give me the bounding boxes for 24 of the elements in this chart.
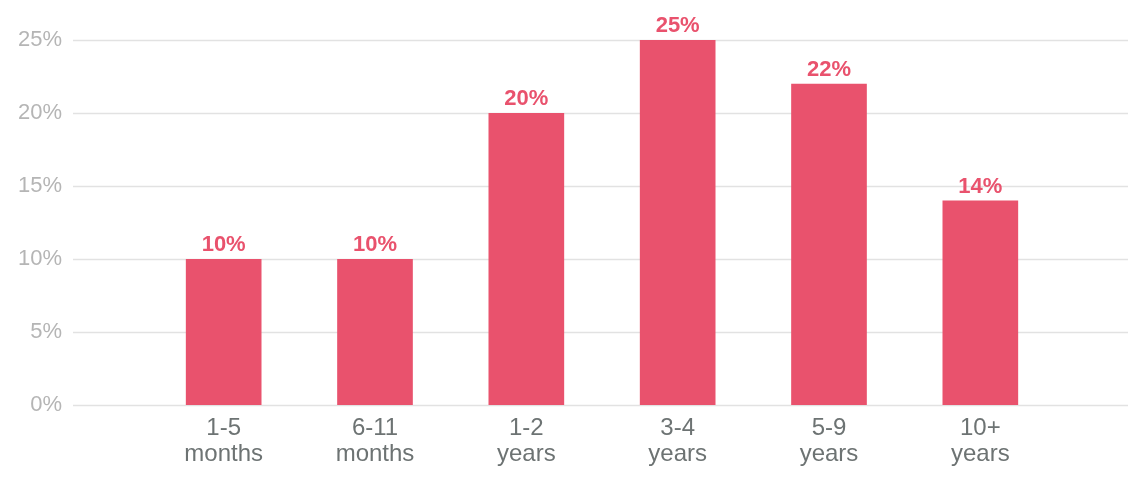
data-label: 10% bbox=[201, 231, 246, 257]
y-tick-label: 0% bbox=[30, 391, 62, 417]
x-tick-label: 6-11 months bbox=[335, 412, 415, 467]
x-tick-label: 1-2 years bbox=[496, 412, 556, 467]
data-label: 22% bbox=[806, 55, 852, 81]
data-label: 20% bbox=[504, 85, 549, 111]
bar bbox=[185, 259, 262, 405]
bar bbox=[337, 259, 413, 405]
y-tick-label: 5% bbox=[30, 318, 62, 344]
data-label: 10% bbox=[352, 231, 398, 257]
data-label: 25% bbox=[655, 12, 700, 38]
y-tick-label: 15% bbox=[17, 172, 62, 198]
bar bbox=[942, 200, 1019, 405]
bar bbox=[791, 83, 867, 405]
bar bbox=[488, 113, 565, 405]
y-tick-label: 20% bbox=[17, 99, 62, 125]
x-tick-label: 3-4 years bbox=[648, 412, 708, 467]
x-tick-label: 10+ years bbox=[950, 412, 1010, 467]
x-tick-label: 5-9 years bbox=[799, 412, 859, 467]
data-label: 14% bbox=[958, 172, 1003, 198]
x-tick-label: 1-5 months bbox=[184, 412, 264, 467]
bar bbox=[639, 40, 716, 405]
y-tick-label: 25% bbox=[17, 26, 62, 52]
y-tick-label: 10% bbox=[17, 245, 62, 271]
